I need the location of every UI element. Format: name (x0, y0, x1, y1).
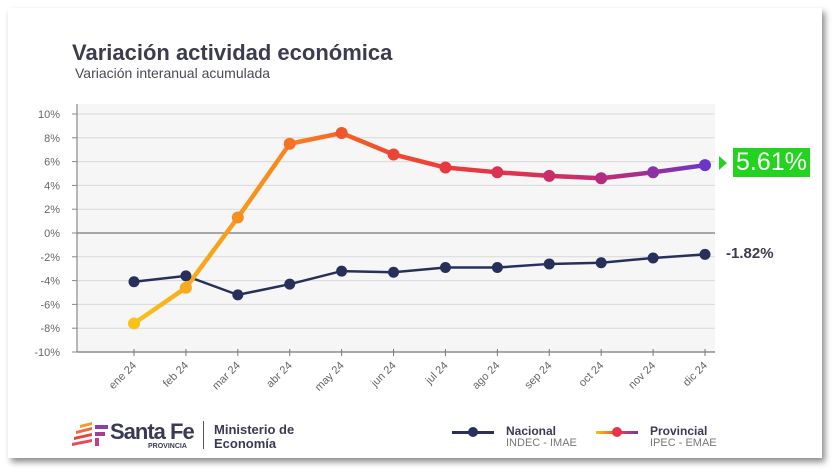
y-tick-label: 4% (44, 180, 60, 192)
brand-name: Santa Fe (110, 419, 195, 444)
legend-source-nacional: INDEC - IMAE (506, 437, 577, 449)
y-tick-label: 6% (44, 157, 60, 169)
x-tick-label: ene 24 (107, 360, 139, 392)
x-tick-label: nov 24 (626, 360, 658, 392)
data-point-nacional (595, 257, 607, 269)
provincial-end-label: 5.61% (733, 148, 810, 177)
data-point-nacional (647, 252, 659, 264)
santa-fe-logo-icon (72, 422, 108, 446)
data-point-nacional (336, 265, 348, 277)
x-tick-label: jul 24 (423, 360, 451, 388)
y-tick-label: 2% (44, 204, 60, 216)
x-tick-label: mar 24 (210, 360, 243, 393)
data-point-provincial (699, 159, 711, 172)
y-tick-label: -8% (40, 323, 60, 335)
y-tick-label: -10% (34, 347, 60, 359)
data-point-provincial (543, 169, 556, 182)
footer-divider (203, 421, 204, 449)
data-point-provincial (647, 166, 660, 179)
data-point-nacional (439, 262, 451, 274)
data-point-provincial (335, 127, 348, 140)
data-point-nacional (180, 270, 192, 282)
x-tick-label: oct 24 (577, 360, 607, 390)
data-point-provincial (179, 281, 192, 294)
x-tick-label: jun 24 (368, 360, 398, 390)
series-line-nacional (133, 253, 706, 297)
y-tick-label: -4% (40, 276, 60, 288)
legend-source-provincial: IPEC - EMAE (650, 437, 717, 449)
data-point-provincial (491, 166, 504, 179)
data-point-provincial (128, 317, 140, 330)
data-point-nacional (128, 276, 140, 288)
data-point-provincial (595, 172, 608, 185)
data-point-nacional (543, 258, 555, 270)
data-point-provincial (283, 137, 296, 150)
nacional-end-label: -1.82% (726, 245, 774, 262)
x-tick-label: feb 24 (161, 360, 191, 390)
x-tick-label: sep 24 (523, 360, 555, 392)
y-tick-label: -6% (40, 299, 60, 311)
chart-subtitle: Variación interanual acumulada (75, 65, 271, 81)
x-tick-label: dic 24 (681, 360, 710, 389)
data-point-nacional (699, 248, 711, 260)
data-point-nacional (284, 278, 296, 290)
y-tick-label: 8% (44, 133, 60, 145)
brand-subtitle: PROVINCIA (148, 443, 187, 450)
y-tick-label: -2% (40, 252, 60, 264)
plot-area (77, 104, 715, 352)
data-point-nacional (491, 262, 503, 274)
y-tick-label: 0% (44, 228, 60, 240)
data-point-nacional (388, 266, 400, 278)
legend-dot-nacional (468, 427, 478, 437)
y-tick-label: 10% (38, 109, 60, 121)
data-point-provincial (231, 211, 244, 224)
chart-title: Variación actividad económica (72, 40, 393, 65)
legend-dot-provincial (612, 427, 622, 437)
data-point-provincial (439, 161, 452, 174)
series-line-provincial (132, 130, 706, 326)
data-point-provincial (387, 148, 400, 161)
legend-name-provincial: Provincial (650, 424, 708, 438)
x-tick-label: ago 24 (470, 360, 502, 392)
x-tick-label: may 24 (313, 360, 347, 394)
provincial-end-marker-icon (719, 156, 727, 170)
ministry-name: Ministerio de Economía (214, 422, 295, 451)
legend-name-nacional: Nacional (506, 424, 557, 438)
data-point-nacional (232, 289, 244, 301)
x-tick-label: abr 24 (264, 360, 295, 391)
